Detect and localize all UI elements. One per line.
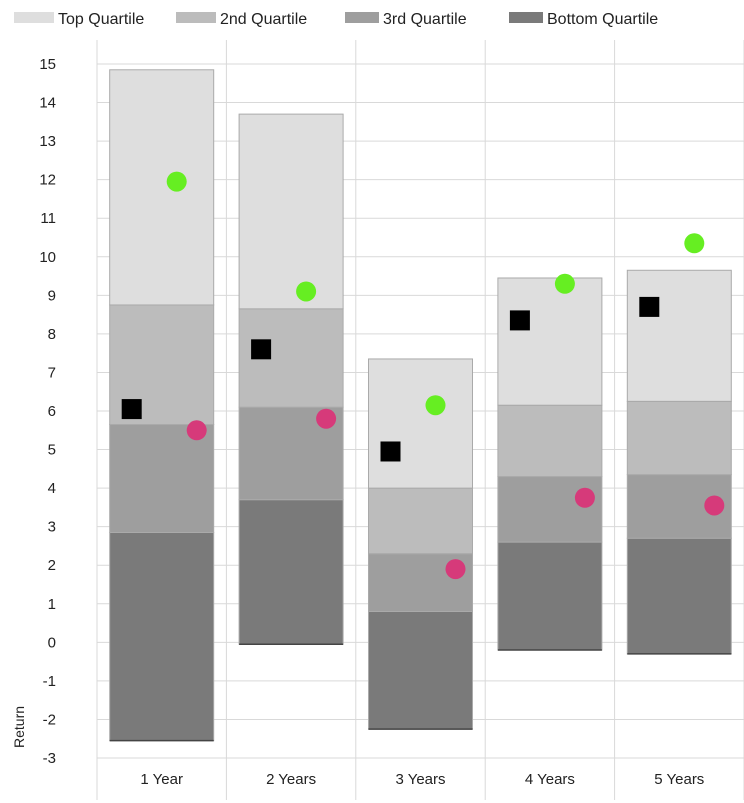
y-tick-label: 11 [40,210,56,227]
y-tick-label: -1 [43,673,56,690]
legend-label-3rd-quartile: 3rd Quartile [383,11,467,28]
marker-circle [186,420,207,441]
bar-segment-3rd-quartile [497,476,603,543]
x-tick-label: 5 Years [654,771,704,788]
marker-circle [296,281,317,302]
legend-label-2nd-quartile: 2nd Quartile [220,11,307,28]
marker-circle [704,495,725,516]
x-tick-label: 4 Years [525,771,575,788]
marker-square [509,310,530,331]
y-tick-label: 3 [48,519,56,536]
y-tick-label: 4 [48,480,56,497]
y-tick-label: -3 [43,750,56,767]
bars [109,69,732,742]
y-axis-label: Return [11,706,27,748]
bar-segment-top-quartile [497,277,603,406]
legend-swatch-3rd-quartile [345,12,379,23]
bar-segment-top-quartile [626,269,732,402]
y-tick-label: 10 [39,249,56,266]
marker-circle [445,559,466,580]
bar-segment-2nd-quartile [368,487,473,555]
legend-label-top-quartile: Top Quartile [58,11,144,28]
legend-swatch-bottom-quartile [509,12,543,23]
legend-swatch-2nd-quartile [176,12,216,23]
bar-segment-2nd-quartile [626,400,732,476]
bar-segment-top-quartile [109,69,215,306]
y-tick-label: 7 [48,364,56,381]
legend-label-bottom-quartile: Bottom Quartile [547,11,658,28]
x-axis-ticks: 1 Year 2 Years 3 Years 4 Years 5 Years [140,771,704,788]
bar-segment-2nd-quartile [497,404,603,478]
bar-segment-bottom-quartile [368,610,473,730]
marker-circle [166,171,187,192]
markers [121,171,725,580]
x-tick-label: 1 Year [140,771,183,788]
legend: Top Quartile 2nd Quartile 3rd Quartile Bott… [14,11,658,28]
x-tick-label: 3 Years [395,771,445,788]
marker-square [251,339,272,360]
marker-circle [425,395,446,416]
bar-segment-top-quartile [368,358,473,489]
y-tick-label: 2 [48,557,56,574]
bar-segment-bottom-quartile [626,537,732,655]
marker-circle [574,487,595,508]
legend-swatch-top-quartile [14,12,54,23]
marker-square [639,296,660,317]
y-tick-label: 9 [48,287,56,304]
bar-segment-top-quartile [238,113,344,310]
bar-segment-bottom-quartile [109,531,215,742]
x-tick-label: 2 Years [266,771,316,788]
y-tick-label: 6 [48,403,56,420]
marker-circle [684,233,705,254]
marker-square [121,399,142,420]
marker-circle [554,273,575,294]
y-tick-label: 8 [48,326,56,343]
y-tick-label: 12 [39,172,56,189]
marker-circle [316,408,337,429]
bar-segment-bottom-quartile [497,541,603,651]
marker-square [380,441,401,462]
y-tick-label: 1 [48,596,56,613]
y-tick-label: 0 [48,634,56,651]
y-tick-label: -2 [43,711,56,728]
y-tick-label: 14 [39,95,56,112]
y-tick-label: 5 [48,442,56,459]
y-tick-label: 13 [39,133,56,150]
y-tick-label: 15 [39,56,56,73]
bar-segment-3rd-quartile [109,423,215,533]
bar-segment-bottom-quartile [238,499,344,645]
